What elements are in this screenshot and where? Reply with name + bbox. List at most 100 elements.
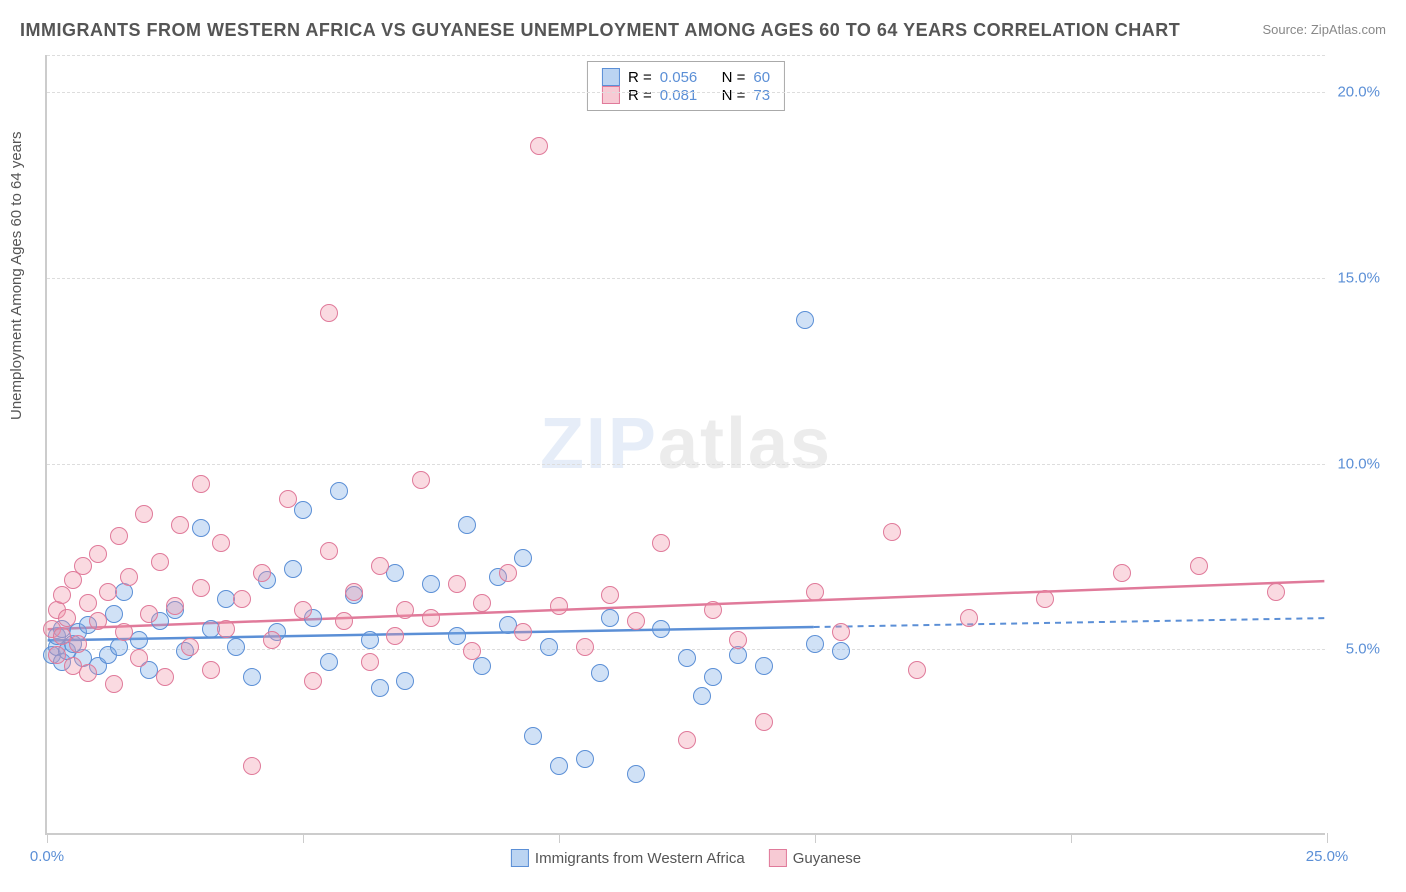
scatter-point (361, 653, 379, 671)
scatter-point (58, 609, 76, 627)
correlation-legend: R = 0.056 N = 60 R = 0.081 N = 73 (587, 61, 785, 111)
scatter-point (279, 490, 297, 508)
scatter-point (243, 668, 261, 686)
gridline (47, 278, 1325, 279)
scatter-point (601, 609, 619, 627)
gridline (47, 55, 1325, 56)
scatter-point (130, 631, 148, 649)
legend-label: Immigrants from Western Africa (535, 850, 745, 867)
scatter-point (448, 627, 466, 645)
scatter-point (883, 523, 901, 541)
scatter-point (678, 731, 696, 749)
gridline (47, 464, 1325, 465)
scatter-point (806, 583, 824, 601)
scatter-point (499, 564, 517, 582)
scatter-point (652, 534, 670, 552)
scatter-point (294, 501, 312, 519)
x-tick (559, 833, 560, 843)
scatter-point (1267, 583, 1285, 601)
scatter-point (652, 620, 670, 638)
scatter-point (166, 597, 184, 615)
scatter-point (89, 545, 107, 563)
scatter-point (473, 657, 491, 675)
scatter-point (678, 649, 696, 667)
scatter-point (79, 594, 97, 612)
chart-plot-area: ZIPatlas R = 0.056 N = 60 R = 0.081 N = … (45, 55, 1325, 835)
scatter-point (253, 564, 271, 582)
chart-title: IMMIGRANTS FROM WESTERN AFRICA VS GUYANE… (20, 20, 1180, 41)
x-tick-label: 0.0% (30, 848, 64, 865)
scatter-point (227, 638, 245, 656)
x-tick-label: 25.0% (1306, 848, 1349, 865)
r-value: 0.081 (660, 87, 698, 104)
scatter-point (422, 575, 440, 593)
scatter-point (796, 311, 814, 329)
scatter-point (64, 571, 82, 589)
n-value: 73 (753, 87, 770, 104)
scatter-point (371, 679, 389, 697)
scatter-point (530, 137, 548, 155)
r-label: R = (628, 87, 652, 104)
x-tick (303, 833, 304, 843)
scatter-point (79, 664, 97, 682)
scatter-point (294, 601, 312, 619)
legend-item: Guyanese (769, 849, 861, 867)
x-tick (815, 833, 816, 843)
scatter-point (832, 642, 850, 660)
scatter-point (151, 553, 169, 571)
scatter-point (320, 542, 338, 560)
scatter-point (627, 765, 645, 783)
scatter-point (120, 568, 138, 586)
y-tick-label: 5.0% (1346, 641, 1380, 658)
scatter-point (591, 664, 609, 682)
legend-swatch (602, 68, 620, 86)
scatter-point (345, 583, 363, 601)
scatter-point (729, 631, 747, 649)
scatter-point (115, 623, 133, 641)
scatter-point (74, 557, 92, 575)
n-value: 60 (753, 69, 770, 86)
legend-item: Immigrants from Western Africa (511, 849, 745, 867)
scatter-point (908, 661, 926, 679)
trend-lines (47, 55, 1325, 833)
scatter-point (217, 620, 235, 638)
scatter-point (458, 516, 476, 534)
scatter-point (550, 757, 568, 775)
scatter-point (704, 601, 722, 619)
scatter-point (704, 668, 722, 686)
scatter-point (110, 527, 128, 545)
scatter-point (171, 516, 189, 534)
gridline (47, 92, 1325, 93)
scatter-point (212, 534, 230, 552)
scatter-point (448, 575, 466, 593)
scatter-point (192, 475, 210, 493)
scatter-point (755, 657, 773, 675)
y-tick-label: 15.0% (1337, 269, 1380, 286)
scatter-point (304, 672, 322, 690)
scatter-point (330, 482, 348, 500)
y-axis-label: Unemployment Among Ages 60 to 64 years (8, 131, 25, 420)
watermark: ZIPatlas (540, 403, 832, 485)
scatter-point (540, 638, 558, 656)
y-tick-label: 10.0% (1337, 455, 1380, 472)
scatter-point (755, 713, 773, 731)
scatter-point (53, 586, 71, 604)
scatter-point (524, 727, 542, 745)
scatter-point (243, 757, 261, 775)
legend-swatch (769, 849, 787, 867)
source-attribution: Source: ZipAtlas.com (1262, 22, 1386, 37)
scatter-point (601, 586, 619, 604)
scatter-point (192, 579, 210, 597)
scatter-point (99, 583, 117, 601)
scatter-point (69, 635, 87, 653)
legend-row: R = 0.081 N = 73 (602, 86, 770, 104)
scatter-point (89, 612, 107, 630)
scatter-point (105, 675, 123, 693)
scatter-point (1190, 557, 1208, 575)
scatter-point (335, 612, 353, 630)
scatter-point (832, 623, 850, 641)
scatter-point (156, 668, 174, 686)
scatter-point (627, 612, 645, 630)
trend-line-dashed (814, 618, 1325, 627)
scatter-point (396, 601, 414, 619)
